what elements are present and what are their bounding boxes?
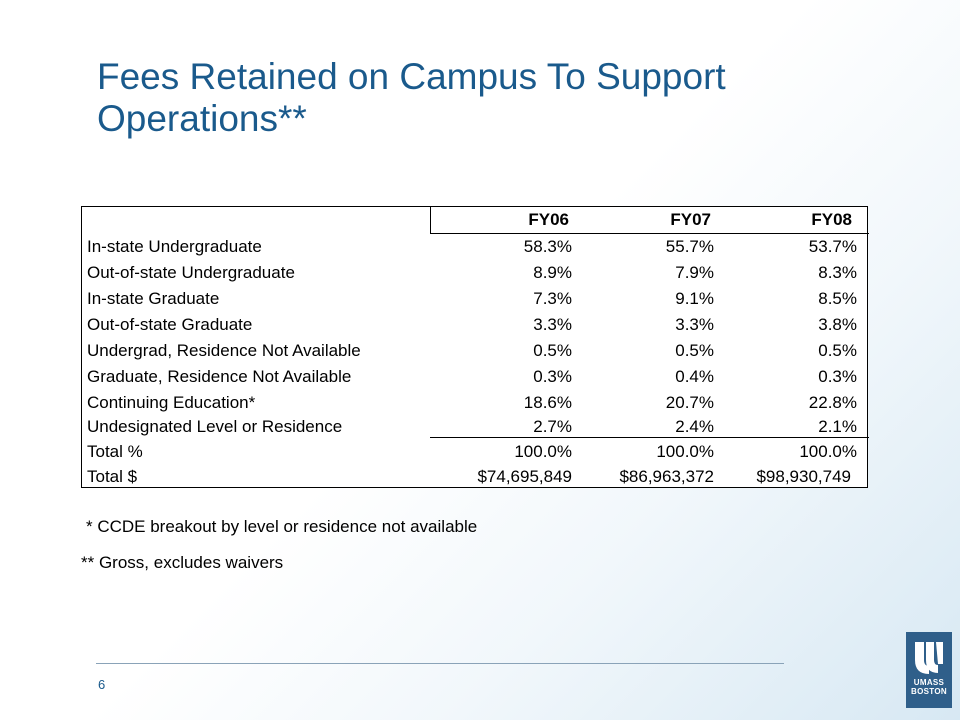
slide-title: Fees Retained on Campus To Support Opera…: [97, 56, 726, 139]
logo-text-boston: BOSTON: [911, 687, 947, 696]
cell-fy07: 3.3%: [675, 315, 714, 334]
cell-fy07: 55.7%: [665, 237, 714, 256]
row-label: In-state Graduate: [87, 289, 220, 308]
umass-mark-icon: [915, 642, 943, 674]
umass-boston-logo: UMASS BOSTON: [906, 632, 952, 708]
row-label: Total $: [87, 467, 138, 486]
table-row: In-state Undergraduate 58.3% 55.7% 53.7%: [82, 235, 869, 260]
totals-divider: [430, 437, 869, 438]
cell-fy07: 20.7%: [665, 393, 714, 412]
cell-fy06: 18.6%: [523, 393, 572, 412]
cell-fy08: 8.3%: [818, 263, 857, 282]
cell-fy07: 9.1%: [675, 289, 714, 308]
fees-table: FY06 FY07 FY08 In-state Undergraduate 58…: [81, 206, 869, 490]
row-label: Continuing Education*: [87, 393, 256, 412]
cell-fy06: $74,695,849: [477, 467, 572, 486]
logo-text-umass: UMASS: [913, 678, 945, 687]
total-percent-row: Total % 100.0% 100.0% 100.0%: [82, 440, 869, 465]
footer-divider: [96, 663, 784, 664]
cell-fy06: 0.5%: [533, 341, 572, 360]
page-number: 6: [98, 677, 106, 692]
cell-fy08: 0.5%: [818, 341, 857, 360]
cell-fy07: 7.9%: [675, 263, 714, 282]
cell-fy08: 3.8%: [818, 315, 857, 334]
total-dollar-row: Total $ $74,695,849 $86,963,372 $98,930,…: [82, 465, 869, 490]
row-label: Undergrad, Residence Not Available: [87, 341, 361, 360]
cell-fy08: 100.0%: [799, 442, 857, 461]
cell-fy07: 100.0%: [656, 442, 714, 461]
table-row: Undesignated Level or Residence 2.7% 2.4…: [82, 415, 869, 440]
footnote-ccde: * CCDE breakout by level or residence no…: [86, 517, 478, 536]
table-row: Continuing Education* 18.6% 20.7% 22.8%: [82, 391, 869, 416]
table-row: Out-of-state Undergraduate 8.9% 7.9% 8.3…: [82, 261, 869, 286]
table-row: Out-of-state Graduate 3.3% 3.3% 3.8%: [82, 313, 869, 338]
row-label: Out-of-state Undergraduate: [87, 263, 295, 282]
column-header-fy07: FY07: [670, 210, 711, 229]
cell-fy06: 2.7%: [533, 417, 572, 436]
column-header-fy08: FY08: [811, 210, 852, 229]
cell-fy08: 0.3%: [818, 367, 857, 386]
cell-fy08: 8.5%: [818, 289, 857, 308]
row-label: Undesignated Level or Residence: [87, 417, 343, 436]
table-row: Graduate, Residence Not Available 0.3% 0…: [82, 365, 869, 390]
table-row: Undergrad, Residence Not Available 0.5% …: [82, 339, 869, 364]
row-label: Total %: [87, 442, 143, 461]
cell-fy06: 58.3%: [523, 237, 572, 256]
column-header-fy06: FY06: [528, 210, 569, 229]
row-label: In-state Undergraduate: [87, 237, 262, 256]
table-header-row: FY06 FY07 FY08: [430, 207, 869, 234]
cell-fy08: 22.8%: [808, 393, 857, 412]
cell-fy08: 53.7%: [808, 237, 857, 256]
cell-fy07: 0.5%: [675, 341, 714, 360]
row-label: Out-of-state Graduate: [87, 315, 253, 334]
cell-fy08: 2.1%: [818, 417, 857, 436]
cell-fy08: $98,930,749: [756, 467, 851, 486]
cell-fy07: 0.4%: [675, 367, 714, 386]
cell-fy06: 8.9%: [533, 263, 572, 282]
cell-fy06: 3.3%: [533, 315, 572, 334]
footnote-gross: ** Gross, excludes waivers: [81, 553, 284, 572]
cell-fy06: 0.3%: [533, 367, 572, 386]
cell-fy06: 100.0%: [514, 442, 572, 461]
cell-fy06: 7.3%: [533, 289, 572, 308]
row-label: Graduate, Residence Not Available: [87, 367, 352, 386]
cell-fy07: $86,963,372: [619, 467, 714, 486]
cell-fy07: 2.4%: [675, 417, 714, 436]
table-row: In-state Graduate 7.3% 9.1% 8.5%: [82, 287, 869, 312]
